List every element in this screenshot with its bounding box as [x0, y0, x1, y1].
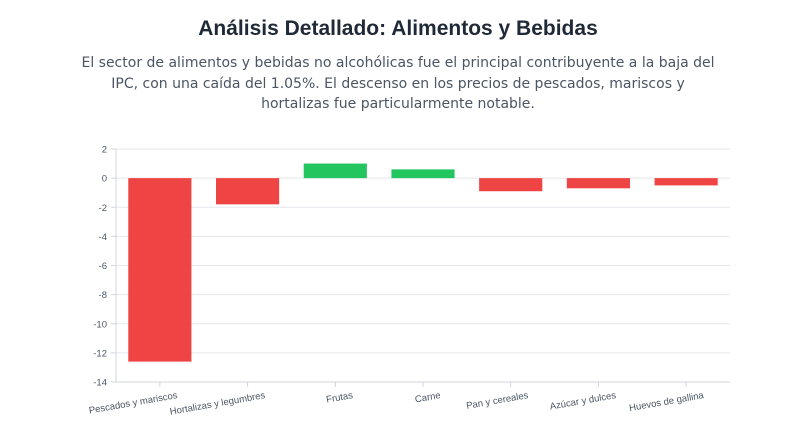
y-tick-label: -10 — [93, 319, 107, 330]
bar[interactable] — [128, 178, 192, 362]
y-tick-label: -8 — [99, 290, 107, 301]
x-tick-label: Hortalizas y legumbres — [169, 390, 266, 418]
y-tick-label: -6 — [99, 261, 107, 272]
bar[interactable] — [303, 163, 367, 179]
x-tick-label: Carne — [414, 390, 441, 405]
bar[interactable] — [479, 178, 543, 192]
y-tick-label: -4 — [99, 232, 107, 243]
y-tick-label: 0 — [102, 174, 107, 185]
bar[interactable] — [566, 178, 631, 189]
bar[interactable] — [215, 178, 280, 205]
x-tick-label: Huevos de gallina — [628, 390, 705, 414]
bar[interactable] — [391, 169, 455, 179]
y-tick-label: -2 — [99, 203, 107, 214]
bar[interactable] — [654, 178, 718, 186]
x-tick-label: Frutas — [325, 390, 354, 406]
y-tick-label: -14 — [93, 378, 107, 389]
chart-description: El sector de alimentos y bebidas no alco… — [81, 55, 715, 112]
x-tick-label: Pan y cereales — [465, 390, 529, 412]
y-tick-label: 2 — [102, 145, 107, 156]
x-tick-label: Pescados y mariscos — [88, 390, 179, 416]
y-tick-label: -12 — [93, 348, 107, 359]
x-tick-label: Azúcar y dulces — [549, 390, 617, 413]
page-title: Análisis Detallado: Alimentos y Bebidas — [198, 17, 598, 40]
